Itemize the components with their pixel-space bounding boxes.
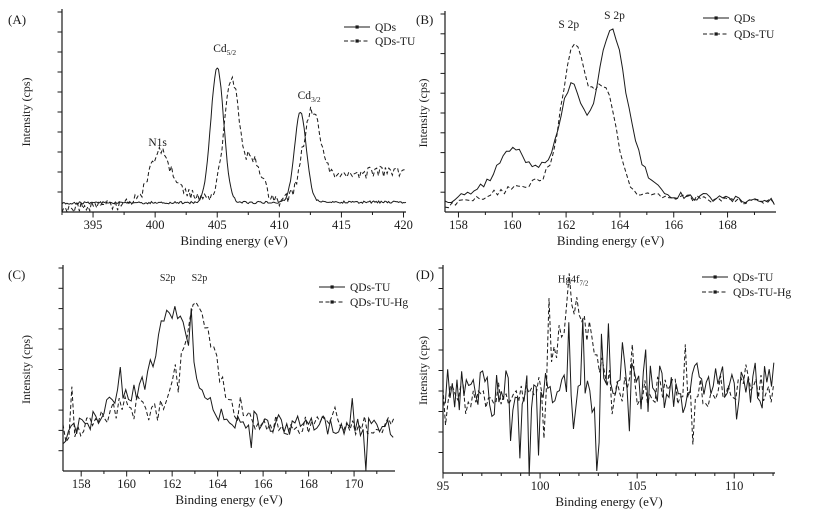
x-axis-title: Binding energy (eV)	[557, 233, 664, 248]
legend-label: QDs-TU	[375, 36, 416, 48]
legend-marker-icon	[330, 300, 334, 304]
legend: QDs QDs-TU	[344, 22, 416, 48]
y-axis-ticks	[58, 267, 63, 452]
y-axis-title: Intensity (cps)	[19, 335, 33, 404]
y-axis-title: Intensity (cps)	[416, 336, 430, 405]
y-axis-ticks	[440, 13, 445, 193]
x-tick-label: 420	[394, 218, 413, 232]
x-tick-label: 95	[437, 479, 450, 493]
series-qds-curve	[444, 28, 775, 205]
x-tick-label: 168	[299, 477, 318, 491]
x-tick-label: 395	[84, 218, 103, 232]
legend-label: QDs-TU	[733, 272, 774, 284]
peak-annotation: S2p	[192, 273, 208, 284]
panel-d: 95 100 105 110 Binding energy (eV) Intensity …	[413, 255, 827, 517]
panel-label: (D)	[416, 267, 434, 282]
x-tick-label: 158	[449, 218, 468, 232]
x-tick-label: 105	[628, 479, 647, 493]
y-axis-title: Intensity (cps)	[416, 79, 430, 148]
legend-marker-icon	[713, 290, 717, 294]
legend-marker-icon	[330, 285, 334, 289]
legend-marker-icon	[713, 275, 717, 279]
series-qds-tu-curve	[442, 318, 775, 476]
x-axis-ticks: 395 400 405 410 415 420	[61, 212, 413, 232]
legend-label: QDs-TU	[734, 29, 775, 41]
series-qds-tu-hg-curve	[62, 301, 395, 444]
peak-annotation: S 2p	[604, 10, 625, 22]
x-tick-label: 160	[503, 218, 522, 232]
axes	[442, 265, 775, 474]
x-axis-ticks: 95 100 105 110	[437, 473, 774, 493]
panel-label: (C)	[8, 267, 25, 282]
x-tick-label: 110	[725, 479, 743, 493]
series-qds-curve	[61, 67, 407, 205]
x-tick-label: 170	[345, 477, 364, 491]
x-tick-label: 405	[208, 218, 227, 232]
panel-c-plot: 158 160 162 164 166 168 170 Binding energy (eV)…	[8, 265, 408, 507]
peak-annotation: S2p	[160, 273, 176, 284]
peak-annotation: Cd5/2	[213, 43, 236, 57]
x-tick-label: 166	[664, 218, 683, 232]
peak-annotation: Cd3/2	[298, 90, 321, 104]
legend-label: QDs	[734, 13, 756, 25]
x-axis-ticks: 158 160 162 164 166 168	[449, 212, 755, 232]
x-axis-title: Binding energy (eV)	[175, 492, 282, 507]
x-tick-label: 164	[208, 477, 228, 491]
axes	[61, 9, 406, 213]
x-tick-label: 162	[557, 218, 576, 232]
x-tick-label: 166	[254, 477, 273, 491]
series-qds-tu-curve	[62, 306, 394, 471]
x-tick-label: 400	[146, 218, 165, 232]
series-qds-tu-hg-curve	[442, 273, 775, 445]
panel-a: 395 400 405 410 415 420 Binding energy (eV) Int…	[0, 0, 416, 255]
legend-marker-icon	[714, 16, 718, 20]
series-qds-tu-curve	[444, 43, 775, 209]
panel-label: (A)	[8, 12, 26, 27]
panel-c: 158 160 162 164 166 168 170 Binding energy (eV)…	[0, 255, 413, 517]
x-axis-title: Binding energy (eV)	[180, 233, 287, 248]
x-tick-label: 164	[611, 218, 631, 232]
peak-annotation: Hg4f7/2	[558, 274, 589, 287]
panel-d-plot: 95 100 105 110 Binding energy (eV) Intensity …	[416, 265, 791, 509]
x-tick-label: 160	[117, 477, 136, 491]
legend-label: QDs-TU	[350, 282, 391, 294]
legend-label: QDs	[375, 22, 397, 34]
panel-a-plot: 395 400 405 410 415 420 Binding energy (eV) Int…	[8, 9, 416, 248]
legend-label: QDs-TU-Hg	[733, 287, 791, 299]
panel-label: (B)	[416, 12, 433, 27]
legend: QDs-TU QDs-TU-Hg	[319, 282, 408, 309]
x-tick-label: 410	[270, 218, 289, 232]
axes	[62, 265, 395, 472]
y-axis-ticks	[57, 11, 62, 193]
peak-annotation: S 2p	[558, 19, 579, 31]
legend-marker-icon	[714, 32, 718, 36]
x-tick-label: 100	[531, 479, 550, 493]
y-axis-title: Intensity (cps)	[19, 78, 33, 147]
legend-marker-icon	[355, 25, 359, 29]
axes	[444, 11, 776, 213]
x-axis-ticks: 158 160 162 164 166 168 170	[72, 471, 378, 491]
x-axis-title: Binding energy (eV)	[555, 494, 662, 509]
legend: QDs QDs-TU	[703, 13, 775, 41]
x-tick-label: 168	[718, 218, 737, 232]
x-tick-label: 415	[332, 218, 351, 232]
legend: QDs-TU QDs-TU-Hg	[702, 272, 791, 299]
peak-annotation: N1s	[148, 137, 167, 149]
legend-label: QDs-TU-Hg	[350, 297, 408, 309]
x-tick-label: 162	[163, 477, 182, 491]
panel-b-plot: 158 160 162 164 166 168 Binding energy (eV) Int…	[416, 10, 776, 248]
x-tick-label: 158	[72, 477, 91, 491]
panel-b: 158 160 162 164 166 168 Binding energy (eV) Int…	[413, 0, 827, 255]
series-qds-tu-curve	[61, 75, 405, 214]
legend-marker-icon	[355, 39, 359, 43]
y-axis-ticks	[438, 267, 443, 453]
